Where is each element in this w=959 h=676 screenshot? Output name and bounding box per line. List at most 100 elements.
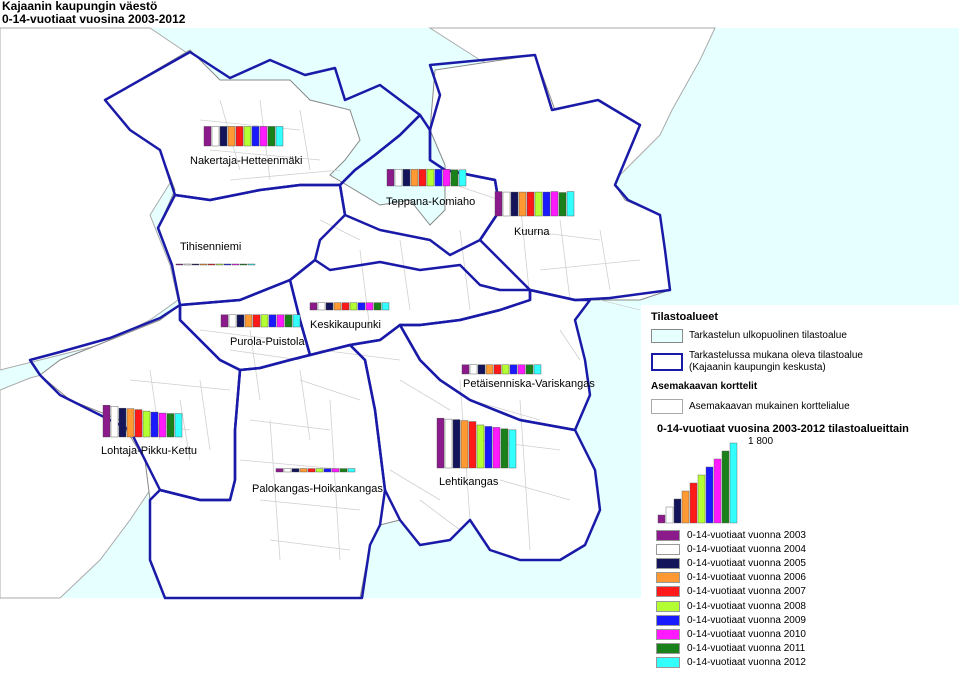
bar-nakertaja-hetteenm-ki-2007: [235, 126, 244, 147]
boundary-tihisenniemi: [156, 183, 347, 307]
bar-pet-isenniska-variskangas-2011: [525, 364, 534, 375]
bar-lohtaja-pikku-kettu-2010: [158, 412, 167, 438]
label-keskikaupunki: Keskikaupunki: [310, 319, 381, 331]
legend-inside-swatch: [651, 353, 683, 371]
bar-lehtikangas-2012: [508, 429, 517, 469]
bar-teppana-komiaho-2009: [434, 169, 443, 187]
bar-teppana-komiaho-2008: [426, 169, 435, 187]
bar-teppana-komiaho-2004: [394, 169, 403, 187]
bar-keskikaupunki-2003: [309, 302, 318, 311]
legend-year-label: 0-14-vuotiaat vuonna 2010: [687, 628, 806, 640]
label-tihisenniemi: Tihisenniemi: [180, 241, 241, 253]
bar-lehtikangas-2010: [492, 427, 501, 469]
bar-nakertaja-hetteenm-ki-2008: [243, 126, 252, 147]
bar-lohtaja-pikku-kettu-2004: [110, 406, 119, 438]
bar-kuurna-2007: [526, 191, 535, 217]
bar-pet-isenniska-variskangas-2012: [533, 364, 542, 375]
bar-lohtaja-pikku-kettu-2011: [166, 413, 175, 438]
legend-year-swatch: [656, 558, 680, 570]
bar-pet-isenniska-variskangas-2006: [485, 364, 494, 375]
bar-nakertaja-hetteenm-ki-2009: [251, 126, 260, 147]
bar-purola-puistola-2005: [236, 314, 245, 328]
bar-pet-isenniska-variskangas-2004: [469, 364, 478, 375]
bar-teppana-komiaho-2006: [410, 169, 419, 187]
legend-year-swatch: [656, 600, 680, 612]
bar-palokangas-hoikankangas-2003: [275, 468, 284, 473]
legend-year-swatch: [656, 530, 680, 541]
legend-scale-step-2009: [705, 466, 714, 524]
bar-pet-isenniska-variskangas-2008: [501, 364, 510, 375]
legend-year-swatch: [656, 572, 680, 584]
legend-outside-swatch: [651, 329, 683, 343]
label-lohtaja: Lohtaja-Pikku-Kettu: [101, 445, 197, 457]
bar-lehtikangas-2006: [460, 420, 469, 469]
bar-tihisenniemi-2011: [239, 263, 248, 266]
bar-lohtaja-pikku-kettu-2008: [142, 410, 151, 438]
bar-teppana-komiaho-2011: [450, 169, 459, 187]
bar-palokangas-hoikankangas-2009: [323, 468, 332, 473]
legend-year-label: 0-14-vuotiaat vuonna 2012: [687, 656, 806, 668]
legend-scale-step-2010: [713, 458, 722, 524]
legend-scale-value: 1 800: [748, 436, 774, 447]
bar-teppana-komiaho-2012: [458, 169, 467, 187]
bar-palokangas-hoikankangas-2004: [283, 468, 292, 473]
label-teppana: Teppana-Komiaho: [386, 196, 475, 208]
map-title: Kajaanin kaupungin väestö: [2, 0, 158, 13]
legend-scale-step-2006: [681, 490, 690, 524]
bar-keskikaupunki-2007: [341, 302, 350, 311]
bar-lohtaja-pikku-kettu-2009: [150, 411, 159, 438]
bar-keskikaupunki-2005: [325, 302, 334, 311]
bar-keskikaupunki-2011: [373, 302, 382, 311]
bar-nakertaja-hetteenm-ki-2006: [227, 126, 236, 147]
label-palokangas: Palokangas-Hoikankangas: [252, 483, 383, 495]
bar-tihisenniemi-2006: [199, 263, 208, 266]
bar-nakertaja-hetteenm-ki-2003: [203, 126, 212, 147]
bar-nakertaja-hetteenm-ki-2005: [219, 126, 228, 147]
map-header: Kajaanin kaupungin väestö 0-14-vuotiaat …: [2, 0, 185, 26]
bar-tihisenniemi-2004: [183, 263, 192, 266]
label-petaisenniska: Petäisenniska-Variskangas: [463, 378, 595, 390]
bar-kuurna-2011: [558, 192, 567, 217]
bar-purola-puistola-2010: [276, 314, 285, 328]
boundary-palokangas: [148, 343, 387, 600]
bar-lehtikangas-2007: [468, 421, 477, 469]
boundary-lehtikangas: [348, 323, 602, 562]
bar-lehtikangas-2005: [452, 419, 461, 469]
bar-nakertaja-hetteenm-ki-2004: [211, 126, 220, 147]
bar-lehtikangas-2009: [484, 426, 493, 469]
legend-outside-label: Tarkastelun ulkopuolinen tilastoalue: [689, 330, 847, 341]
bar-tihisenniemi-2008: [215, 263, 224, 266]
bar-pet-isenniska-variskangas-2003: [461, 364, 470, 375]
bar-teppana-komiaho-2003: [386, 169, 395, 187]
legend-scale-step-2004: [665, 506, 674, 524]
bar-tihisenniemi-2009: [223, 263, 232, 266]
legend-year-label: 0-14-vuotiaat vuonna 2005: [687, 558, 806, 570]
bar-keskikaupunki-2009: [357, 302, 366, 311]
bar-kuurna-2009: [542, 191, 551, 217]
bar-palokangas-hoikankangas-2011: [339, 468, 348, 473]
legend-scale-step-2003: [657, 514, 666, 524]
legend-blocks-label: Asemakaavan mukainen korttelialue: [689, 401, 850, 412]
bar-tihisenniemi-2003: [175, 263, 184, 266]
bar-kuurna-2008: [534, 191, 543, 217]
bar-palokangas-hoikankangas-2006: [299, 468, 308, 473]
bar-teppana-komiaho-2010: [442, 169, 451, 187]
legend-year-label: 0-14-vuotiaat vuonna 2007: [687, 586, 806, 598]
bar-pet-isenniska-variskangas-2010: [517, 364, 526, 375]
legend-year-label: 0-14-vuotiaat vuonna 2008: [687, 600, 806, 612]
bar-pet-isenniska-variskangas-2005: [477, 364, 486, 375]
bar-kuurna-2012: [566, 191, 575, 217]
bar-palokangas-hoikankangas-2008: [315, 468, 324, 473]
legend-scale-step-2007: [689, 482, 698, 524]
legend-year-swatch: [656, 544, 680, 556]
bar-nakertaja-hetteenm-ki-2010: [259, 126, 268, 147]
label-lehtikangas: Lehtikangas: [439, 476, 499, 488]
bar-palokangas-hoikankangas-2012: [347, 468, 356, 473]
bar-purola-puistola-2008: [260, 314, 269, 328]
legend-blocks-title: Asemakaavan korttelit: [651, 381, 758, 392]
bar-purola-puistola-2011: [284, 314, 293, 328]
bar-purola-puistola-2012: [292, 314, 301, 328]
bar-keskikaupunki-2012: [381, 302, 390, 311]
district-boundaries: [28, 50, 672, 600]
bar-keskikaupunki-2010: [365, 302, 374, 311]
